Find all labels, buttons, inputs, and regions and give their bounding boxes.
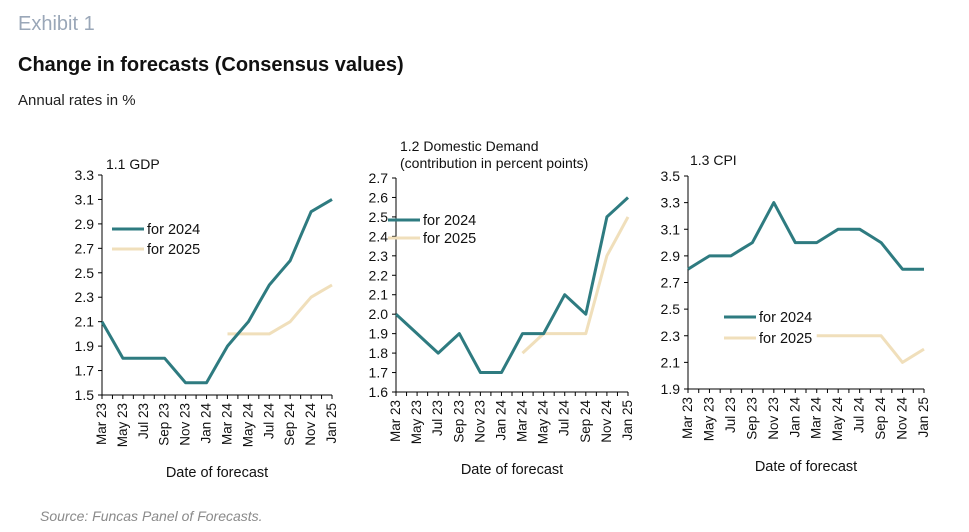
source-note: Source: Funcas Panel of Forecasts. — [40, 508, 263, 524]
y-tick-label: 1.7 — [369, 365, 389, 381]
x-tick-label: Sep 23 — [451, 400, 466, 443]
y-tick-label: 1.9 — [661, 381, 681, 397]
y-tick-label: 1.9 — [369, 326, 389, 342]
x-tick-label: Sep 23 — [744, 397, 759, 440]
x-tick-label: Mar 23 — [680, 397, 695, 439]
x-tick-label: Jul 24 — [852, 397, 867, 434]
legend-label-2024: for 2024 — [423, 213, 476, 229]
panel-domestic-demand: 1.2 Domestic Demand(contribution in perc… — [369, 138, 635, 478]
series-line-2024 — [687, 201, 924, 271]
x-tick-label: Nov 24 — [599, 400, 614, 443]
y-tick-label: 2.3 — [75, 289, 95, 305]
y-tick-label: 2.9 — [661, 248, 681, 264]
y-tick-label: 2.5 — [75, 265, 95, 281]
y-tick-label: 2.0 — [369, 306, 389, 322]
x-tick-label: Mar 24 — [219, 403, 234, 446]
y-tick-label: 2.1 — [369, 287, 389, 303]
x-tick-label: Jan 24 — [199, 403, 214, 444]
series-line-2024 — [100, 198, 333, 385]
y-tick-label: 1.7 — [75, 363, 95, 379]
x-tick-label: May 24 — [240, 403, 255, 448]
x-tick-label: Nov 23 — [766, 397, 781, 440]
panel-gdp: 1.1 GDP 1.5 1.7 1.9 2.1 2.3 2.5 2.7 2.9 3.1 3.3 Mar… — [75, 156, 339, 481]
y-tick-label: 2.7 — [75, 240, 95, 256]
x-tick-label: Jan 25 — [916, 397, 931, 438]
y-tick-label: 2.5 — [661, 301, 681, 317]
y-tick-label: 3.5 — [661, 168, 681, 184]
series-line-2024 — [394, 196, 630, 374]
legend-label-2024: for 2024 — [759, 310, 812, 326]
x-tick-label: Mar 24 — [809, 397, 824, 440]
exhibit-label: Exhibit 1 — [18, 13, 95, 35]
y-tick-label: 1.5 — [75, 387, 95, 403]
x-tick-label: May 24 — [830, 397, 845, 442]
y-tick-label: 1.6 — [369, 384, 389, 400]
y-tick-label: 2.2 — [369, 267, 389, 283]
legend-label-2025: for 2025 — [423, 231, 476, 247]
x-tick-label: Mar 23 — [94, 403, 109, 445]
x-tick-label: Nov 23 — [472, 400, 487, 443]
panel-title: 1.2 Domestic Demand — [400, 138, 539, 154]
x-tick-label: Jan 24 — [787, 397, 802, 438]
chart-title: Change in forecasts (Consensus values) — [18, 54, 404, 76]
x-tick-label: May 23 — [701, 397, 716, 441]
x-tick-label: Jul 23 — [136, 403, 151, 439]
y-tick-label: 2.9 — [75, 216, 95, 232]
y-tick-label: 2.1 — [75, 314, 95, 330]
legend-label-2024: for 2024 — [147, 222, 200, 238]
x-axis-label: Date of forecast — [461, 462, 563, 478]
y-tick-label: 3.3 — [661, 195, 681, 211]
x-tick-label: Sep 24 — [282, 403, 297, 446]
series-line-2025 — [227, 283, 333, 336]
x-tick-label: May 23 — [409, 400, 424, 444]
x-tick-label: Nov 24 — [895, 397, 910, 440]
panel-title: 1.3 CPI — [690, 152, 737, 168]
x-tick-label: Jul 24 — [261, 403, 276, 440]
y-tick-label: 2.4 — [369, 228, 389, 244]
x-tick-label: Jul 24 — [557, 400, 572, 437]
series-line-2025 — [521, 216, 630, 355]
legend-label-2025: for 2025 — [147, 242, 200, 258]
y-tick-label: 3.1 — [661, 221, 681, 237]
x-tick-label: Jul 23 — [430, 400, 445, 436]
y-tick-label: 2.7 — [369, 170, 389, 186]
legend-label-2025: for 2025 — [759, 331, 812, 347]
x-tick-label: May 23 — [115, 403, 130, 447]
x-tick-label: Nov 23 — [178, 403, 193, 446]
x-tick-label: Sep 24 — [873, 397, 888, 440]
panel-cpi: 1.3 CPI 1.9 2.1 2.3 2.5 2.7 2.9 3.1 3.3 3.5 Mar 23… — [661, 152, 931, 475]
y-tick-label: 3.3 — [75, 167, 95, 183]
y-tick-label: 2.3 — [369, 248, 389, 264]
y-tick-label: 2.6 — [369, 189, 389, 205]
x-tick-label: May 24 — [536, 400, 551, 445]
y-tick-label: 2.1 — [661, 354, 681, 370]
x-tick-label: Jan 25 — [324, 403, 339, 444]
y-tick-label: 1.8 — [369, 345, 389, 361]
x-tick-label: Nov 24 — [303, 403, 318, 446]
x-tick-label: Mar 23 — [388, 400, 403, 442]
x-tick-label: Jul 23 — [723, 397, 738, 433]
y-tick-label: 1.9 — [75, 338, 95, 354]
series-line-2025 — [816, 334, 925, 364]
panel-title: 1.1 GDP — [106, 156, 160, 172]
y-tick-label: 2.5 — [369, 209, 389, 225]
x-tick-label: Mar 24 — [515, 400, 530, 443]
y-tick-label: 3.1 — [75, 191, 95, 207]
x-tick-label: Sep 24 — [578, 400, 593, 443]
x-axis-label: Date of forecast — [166, 465, 268, 481]
panel-title-line2: (contribution in percent points) — [400, 155, 588, 171]
x-tick-label: Sep 23 — [157, 403, 172, 446]
chart-subtitle: Annual rates in % — [18, 92, 136, 109]
x-tick-label: Jan 24 — [493, 400, 508, 441]
y-tick-label: 2.7 — [661, 275, 681, 291]
x-axis-label: Date of forecast — [755, 459, 857, 475]
x-tick-label: Jan 25 — [620, 400, 635, 441]
y-tick-label: 2.3 — [661, 328, 681, 344]
